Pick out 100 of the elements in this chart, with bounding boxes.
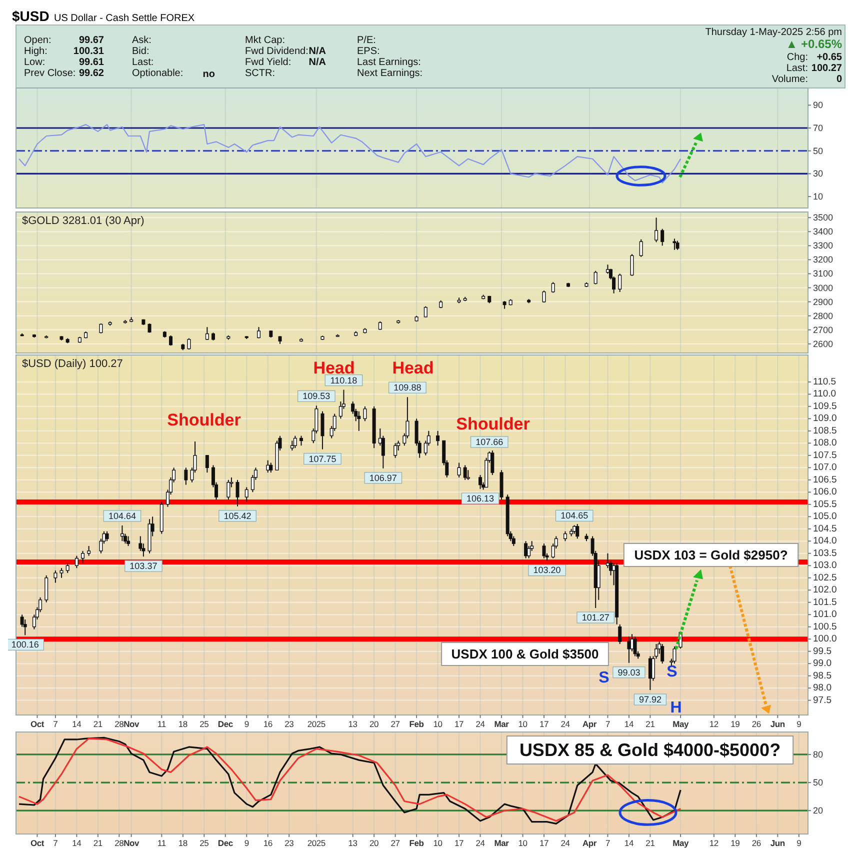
candlestick: [169, 334, 173, 346]
text: Next Earnings:: [357, 68, 423, 79]
x-tick-label: 10: [518, 719, 528, 729]
candlestick: [672, 646, 676, 664]
y-tick-label: 3200: [813, 254, 834, 265]
y-tick-label: 103.5: [813, 548, 837, 559]
text: Fwd Yield:: [245, 57, 292, 68]
candlestick: [542, 290, 546, 303]
candlestick: [205, 454, 209, 474]
text: Optionable:: [132, 68, 184, 79]
text: Last:: [786, 63, 808, 74]
y-tick-label: 106.5: [813, 474, 837, 486]
annotation: Shoulder: [167, 410, 242, 430]
annotation: S: [666, 664, 678, 680]
y-tick-label: 110.0: [813, 388, 836, 400]
x-tick-label: 11: [157, 719, 166, 729]
y-tick-label: 99.5: [813, 646, 832, 657]
x-tick-label: Oct: [30, 719, 44, 729]
text: 0: [836, 74, 842, 85]
candlestick: [551, 282, 555, 294]
text: SCTR:: [245, 68, 275, 79]
y-tick-label: 110.5: [813, 376, 836, 388]
candlestick: [99, 323, 103, 334]
x-tick-label: 14: [72, 719, 82, 729]
candlestick: [660, 228, 664, 246]
y-tick-label: 106.0: [813, 486, 837, 498]
x-tick-label: Mar: [494, 838, 510, 848]
x-tick-label: May: [672, 838, 689, 848]
x-tick-label: 12: [709, 838, 719, 848]
y-tick-label: 3500: [813, 212, 834, 223]
text: $USD: [12, 8, 50, 24]
y-tick-label: 30: [813, 168, 824, 179]
candlestick: [236, 479, 240, 507]
x-tick-label: 18: [178, 838, 188, 848]
candlestick: [299, 435, 303, 446]
x-tick-label: 21: [93, 719, 103, 729]
annotation: 105.42: [224, 510, 252, 521]
x-tick-label: 28: [114, 719, 124, 729]
candlestick: [436, 430, 440, 446]
y-tick-label: 99.0: [813, 658, 832, 670]
annotation: 106.13: [466, 493, 494, 504]
annotation: S: [598, 670, 610, 686]
x-tick-label: 18: [178, 719, 188, 729]
x-tick-label: 13: [348, 719, 358, 729]
x-tick-label: Apr: [582, 719, 598, 729]
text: N/A: [308, 46, 326, 57]
candlestick: [126, 536, 130, 547]
annotation: 97.92: [638, 694, 662, 705]
candlestick: [257, 326, 261, 339]
x-tick-label: 16: [263, 719, 273, 729]
x-tick-label: 24: [560, 838, 570, 848]
annotation: 104.64: [108, 510, 136, 521]
y-tick-label: 109.5: [813, 400, 837, 412]
text: Open:: [24, 35, 52, 46]
x-tick-label: 21: [646, 719, 656, 729]
candlestick: [66, 562, 70, 574]
candlestick: [424, 306, 428, 318]
y-tick-label: 109.0: [813, 413, 837, 424]
text: N/A: [308, 57, 326, 68]
x-tick-label: 16: [263, 838, 273, 848]
text: Fwd Dividend:: [245, 46, 308, 57]
y-tick-label: 2600: [813, 338, 834, 349]
text: Mkt Cap:: [245, 35, 286, 46]
y-tick-label: 102.0: [813, 584, 837, 596]
candlestick: [269, 462, 273, 474]
candlestick: [187, 338, 191, 350]
y-tick-label: 3400: [813, 226, 834, 237]
candlestick: [618, 624, 622, 644]
x-tick-label: 10: [433, 719, 443, 729]
x-tick-label: 24: [560, 719, 570, 729]
x-tick-label: 7: [605, 719, 610, 729]
y-tick-label: 97.5: [813, 694, 832, 706]
candlestick: [563, 530, 567, 542]
x-tick-label: 11: [157, 838, 166, 848]
y-tick-label: 98.5: [813, 670, 832, 682]
x-tick-label: 27: [390, 838, 400, 848]
x-tick-label: 24: [476, 719, 486, 729]
candlestick: [633, 636, 637, 657]
x-tick-label: Jun: [770, 838, 785, 848]
x-tick-label: 19: [730, 838, 740, 848]
candlestick: [357, 410, 361, 432]
x-tick-label: Apr: [582, 838, 598, 848]
text: Prev Close:: [24, 68, 76, 79]
annotation: 107.75: [308, 454, 336, 464]
y-tick-label: 108.0: [813, 438, 837, 449]
candlestick: [654, 217, 658, 243]
candlestick: [244, 486, 248, 502]
x-tick-label: 10: [433, 838, 443, 848]
text: no: [202, 69, 215, 80]
y-tick-label: 104.0: [813, 536, 837, 547]
text: P/E:: [357, 35, 376, 46]
candlestick: [490, 450, 494, 476]
annotation: USDX 85 & Gold $4000-$5000?: [519, 740, 781, 760]
candlestick: [120, 524, 124, 542]
candlestick: [44, 574, 48, 603]
x-tick-label: Nov: [124, 838, 140, 848]
y-tick-label: 100.5: [813, 621, 837, 632]
candlestick: [81, 550, 85, 564]
annotation: 110.18: [330, 375, 358, 386]
y-tick-label: 103.0: [813, 560, 837, 572]
